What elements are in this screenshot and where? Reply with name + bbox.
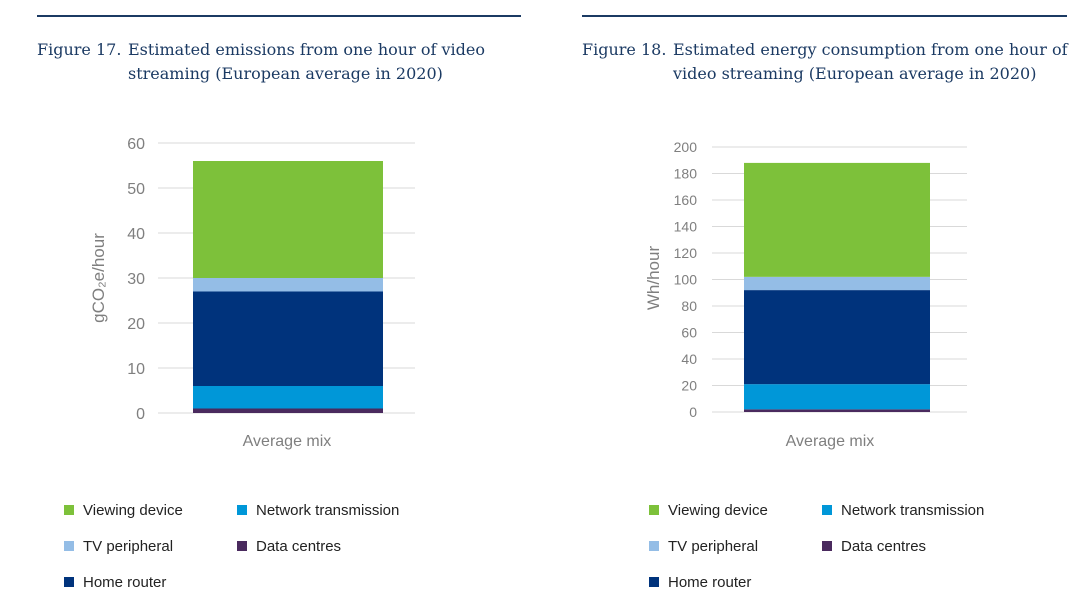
figure-18-title: Estimated energy consumption from one ho… — [673, 40, 1068, 83]
chart-1-legend-label-data-centres: Data centres — [256, 538, 341, 555]
chart-2-bar-viewing-device — [744, 162, 930, 277]
chart-2-y-tick-label: 80 — [681, 298, 697, 314]
chart-2-y-tick-label: 20 — [681, 378, 697, 394]
chart-2-legend-label-network-transmission: Network transmission — [841, 502, 984, 519]
chart-1-legend-label-home-router: Home router — [83, 574, 166, 591]
chart-1-legend-label-viewing-device: Viewing device — [83, 502, 183, 519]
chart-2-bar-home-router — [744, 290, 930, 385]
chart-2-legend-label-data-centres: Data centres — [841, 538, 926, 555]
chart-2-bar-tv-peripheral — [744, 276, 930, 291]
chart-1-legend-swatch-viewing-device — [64, 505, 74, 515]
chart-2-y-axis-label: Wh/hour — [644, 246, 663, 311]
chart-2-category-label: Average mix — [786, 433, 875, 450]
chart-2-legend-swatch-viewing-device — [649, 505, 659, 515]
chart-2-legend-label-viewing-device: Viewing device — [668, 502, 768, 519]
chart-2-y-tick-label: 40 — [681, 351, 697, 367]
chart-2-y-tick-label: 160 — [674, 192, 698, 208]
chart-2-y-tick-label: 140 — [674, 219, 698, 235]
chart-2-y-tick-label: 0 — [689, 404, 697, 420]
chart-1-category-label: Average mix — [243, 433, 332, 450]
chart-2-legend-label-tv-peripheral: TV peripheral — [668, 538, 758, 555]
chart-2-bar-network-transmission — [744, 384, 930, 410]
chart-2-legend-swatch-network-transmission — [822, 505, 832, 515]
chart-2-bar-data-centres — [744, 409, 930, 412]
figure-17-top-rule — [37, 15, 521, 17]
chart-2-y-tick-label: 60 — [681, 325, 697, 341]
chart-2-y-tick-label: 120 — [674, 245, 698, 261]
chart-1-legend-label-tv-peripheral: TV peripheral — [83, 538, 173, 555]
chart-1-y-axis-label: gCO₂e/hour — [89, 233, 108, 323]
chart-1-y-tick-label: 30 — [127, 271, 145, 288]
chart-1-y-tick-label: 60 — [127, 136, 145, 153]
chart-2-y-tick-label: 100 — [674, 272, 698, 288]
chart-1-y-tick-label: 20 — [127, 316, 145, 333]
chart-2-legend-swatch-home-router — [649, 577, 659, 587]
chart-1-bar-home-router — [193, 291, 383, 386]
chart-1-y-tick-label: 40 — [127, 226, 145, 243]
figure-17-number: Figure 17. — [37, 40, 122, 59]
chart-1-bar-network-transmission — [193, 386, 383, 409]
chart-1-legend-swatch-home-router — [64, 577, 74, 587]
chart-1-y-tick-label: 10 — [127, 361, 145, 378]
chart-2-legend-swatch-tv-peripheral — [649, 541, 659, 551]
chart-1-legend-swatch-data-centres — [237, 541, 247, 551]
chart-2-y-tick-label: 200 — [674, 139, 698, 155]
chart-1-bar-viewing-device — [193, 161, 383, 278]
chart-2-legend-swatch-data-centres — [822, 541, 832, 551]
chart-1-bar-data-centres — [193, 408, 383, 413]
figure-18-number: Figure 18. — [582, 40, 667, 59]
chart-1-bar-tv-peripheral — [193, 278, 383, 292]
chart-1-y-tick-label: 0 — [136, 406, 145, 423]
figure-18-top-rule — [582, 15, 1067, 17]
chart-2-legend-label-home-router: Home router — [668, 574, 751, 591]
chart-1-legend-label-network-transmission: Network transmission — [256, 502, 399, 519]
chart-1-legend-swatch-tv-peripheral — [64, 541, 74, 551]
chart-1-y-tick-label: 50 — [127, 181, 145, 198]
chart-1-legend-swatch-network-transmission — [237, 505, 247, 515]
chart-2-y-tick-label: 180 — [674, 166, 698, 182]
figure-17-title: Estimated emissions from one hour of vid… — [128, 40, 485, 83]
